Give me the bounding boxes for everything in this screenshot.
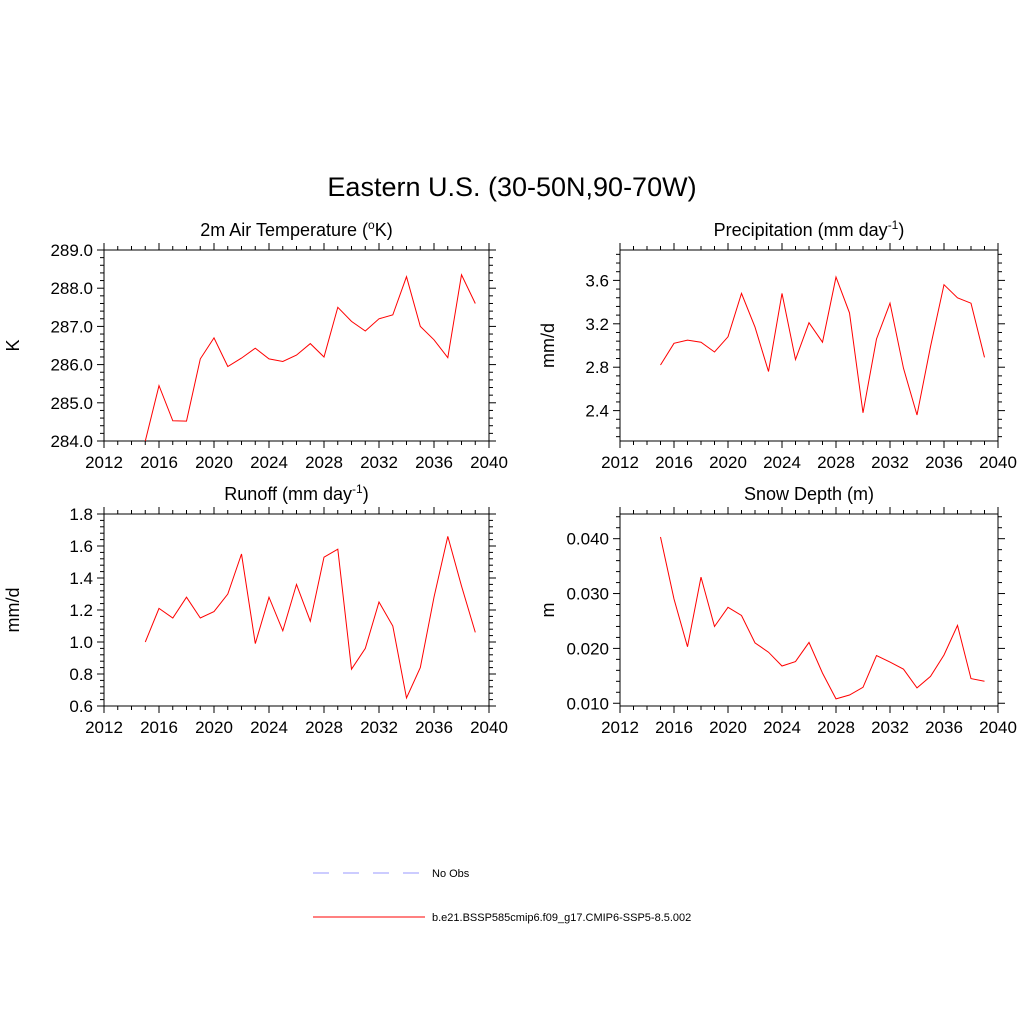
y-axis-label: m bbox=[538, 603, 558, 618]
legend-label-1: No Obs bbox=[432, 868, 470, 880]
x-tick-label: 2012 bbox=[601, 718, 639, 737]
x-tick-label: 2012 bbox=[601, 453, 639, 472]
x-tick-label: 2028 bbox=[305, 718, 343, 737]
y-tick-label: 287.0 bbox=[50, 317, 93, 336]
y-tick-label: 1.8 bbox=[69, 505, 93, 524]
y-tick-label: 284.0 bbox=[50, 432, 93, 451]
panel-2: 2012 2016 2020 2024 2028 2032 2036 2040 2.4 2.8 3.… bbox=[538, 218, 1017, 472]
x-tick-label: 2032 bbox=[871, 718, 909, 737]
x-tick-label: 2024 bbox=[763, 453, 801, 472]
x-tick-label: 2032 bbox=[360, 718, 398, 737]
panel-title: Snow Depth (m) bbox=[744, 484, 874, 504]
y-tick-label: 3.2 bbox=[585, 315, 609, 334]
y-tick-label: 289.0 bbox=[50, 241, 93, 260]
plot-frame bbox=[103, 249, 490, 442]
y-tick-label: 0.010 bbox=[566, 694, 609, 713]
x-tick-label: 2040 bbox=[470, 453, 508, 472]
x-tick-label: 2032 bbox=[360, 453, 398, 472]
x-tick-label: 2028 bbox=[305, 453, 343, 472]
x-tick-label: 2036 bbox=[925, 718, 963, 737]
x-tick-label: 2036 bbox=[415, 718, 453, 737]
y-tick-label: 286.0 bbox=[50, 356, 93, 375]
panel-4: 2012 2016 2020 2024 2028 2032 2036 2040 0.010 0.0… bbox=[538, 484, 1017, 737]
panel-3: 2012 2016 2020 2024 2028 2032 2036 2040 0.6 0.8 1.… bbox=[3, 482, 508, 737]
x-tick-label: 2020 bbox=[195, 453, 233, 472]
panel-title: 2m Air Temperature (oK) bbox=[200, 218, 392, 240]
y-tick-label: 1.4 bbox=[69, 569, 93, 588]
x-tick-label: 2016 bbox=[140, 718, 178, 737]
y-tick-label: 1.6 bbox=[69, 537, 93, 556]
x-tick-label: 2016 bbox=[655, 453, 693, 472]
panel-1: 2012 2016 2020 2024 2028 2032 2036 2040 284.0 285… bbox=[3, 218, 508, 472]
series-line bbox=[660, 275, 985, 416]
x-tick-label: 2016 bbox=[655, 718, 693, 737]
y-tick-label: 0.6 bbox=[69, 697, 93, 716]
y-tick-label: 1.0 bbox=[69, 633, 93, 652]
x-tick-label: 2020 bbox=[709, 453, 747, 472]
y-tick-label: 285.0 bbox=[50, 394, 93, 413]
x-tick-label: 2032 bbox=[871, 453, 909, 472]
y-axis-label: mm/d bbox=[3, 588, 23, 633]
y-tick-label: 3.6 bbox=[585, 271, 609, 290]
x-tick-label: 2028 bbox=[817, 453, 855, 472]
panel-title: Precipitation (mm day-1) bbox=[714, 218, 905, 240]
figure-title: Eastern U.S. (30-50N,90-70W) bbox=[327, 172, 696, 202]
legend-label-2: b.e21.BSSP585cmip6.f09_g17.CMIP6-SSP5-8.… bbox=[432, 912, 691, 924]
x-tick-label: 2036 bbox=[415, 453, 453, 472]
plot-frame bbox=[619, 249, 999, 442]
panel-title: Runoff (mm day-1) bbox=[224, 482, 368, 504]
panels: 2012 2016 2020 2024 2028 2032 2036 2040 284.0 285… bbox=[3, 218, 1017, 737]
y-tick-label: 0.040 bbox=[566, 530, 609, 549]
y-tick-label: 0.030 bbox=[566, 585, 609, 604]
y-tick-label: 2.8 bbox=[585, 358, 609, 377]
x-tick-label: 2020 bbox=[709, 718, 747, 737]
x-tick-label: 2024 bbox=[250, 453, 288, 472]
x-tick-label: 2016 bbox=[140, 453, 178, 472]
y-tick-label: 0.020 bbox=[566, 639, 609, 658]
x-tick-label: 2036 bbox=[925, 453, 963, 472]
series-line bbox=[144, 273, 476, 442]
x-tick-label: 2040 bbox=[979, 453, 1017, 472]
y-tick-label: 288.0 bbox=[50, 279, 93, 298]
x-tick-label: 2020 bbox=[195, 718, 233, 737]
series-line bbox=[144, 536, 476, 700]
y-axis-label: mm/d bbox=[538, 323, 558, 368]
series-line bbox=[660, 536, 985, 700]
x-tick-label: 2040 bbox=[470, 718, 508, 737]
y-tick-label: 2.4 bbox=[585, 402, 609, 421]
x-tick-label: 2040 bbox=[979, 718, 1017, 737]
y-axis-label: K bbox=[3, 339, 23, 351]
x-tick-label: 2024 bbox=[250, 718, 288, 737]
y-tick-label: 1.2 bbox=[69, 601, 93, 620]
legend: No Obs b.e21.BSSP585cmip6.f09_g17.CMIP6-S… bbox=[313, 868, 691, 924]
x-tick-label: 2028 bbox=[817, 718, 855, 737]
x-tick-label: 2012 bbox=[85, 453, 123, 472]
x-tick-label: 2012 bbox=[85, 718, 123, 737]
x-tick-label: 2024 bbox=[763, 718, 801, 737]
y-tick-label: 0.8 bbox=[69, 665, 93, 684]
